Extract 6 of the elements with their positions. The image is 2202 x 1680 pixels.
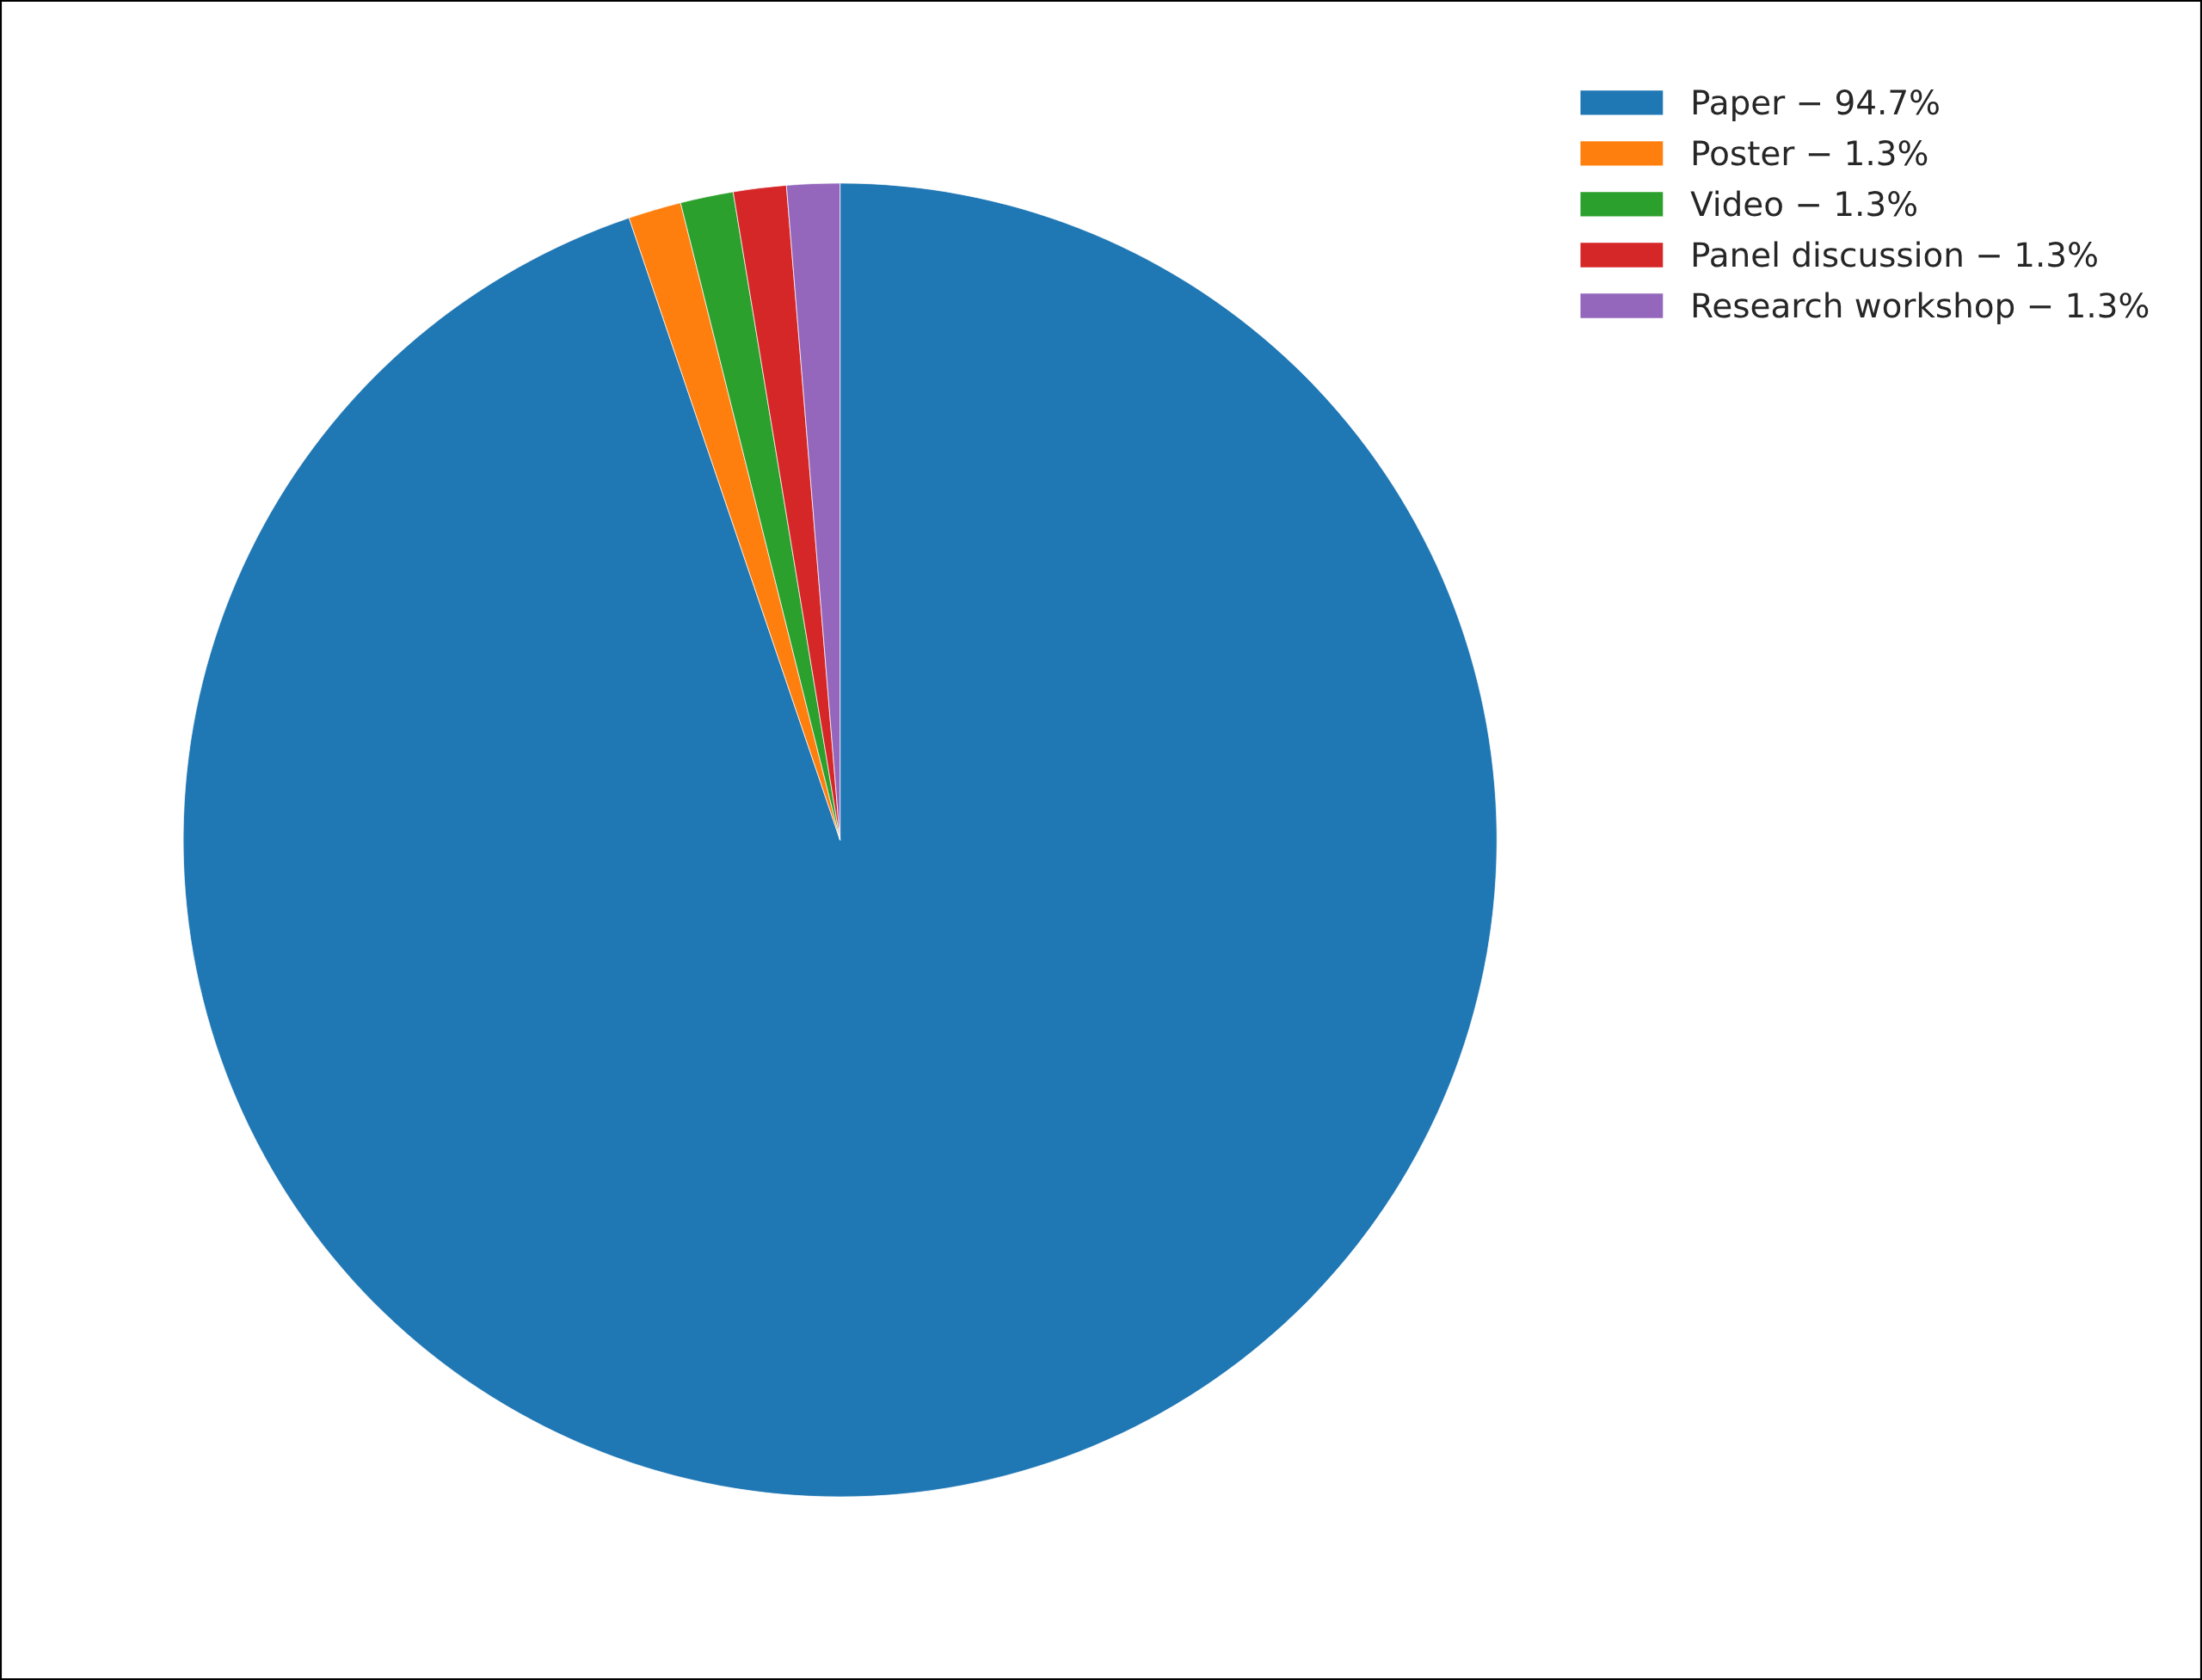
- legend-label: Poster − 1.3%: [1693, 140, 1928, 166]
- legend-label: Research workshop − 1.3%: [1693, 292, 2149, 325]
- legend-label: Video − 1.3%: [1690, 190, 1916, 217]
- pie-slice: [182, 182, 1498, 1498]
- legend-label: Panel discussion − 1.3%: [1693, 241, 2097, 268]
- legend-label: Paper − 94.7%: [1693, 89, 1939, 121]
